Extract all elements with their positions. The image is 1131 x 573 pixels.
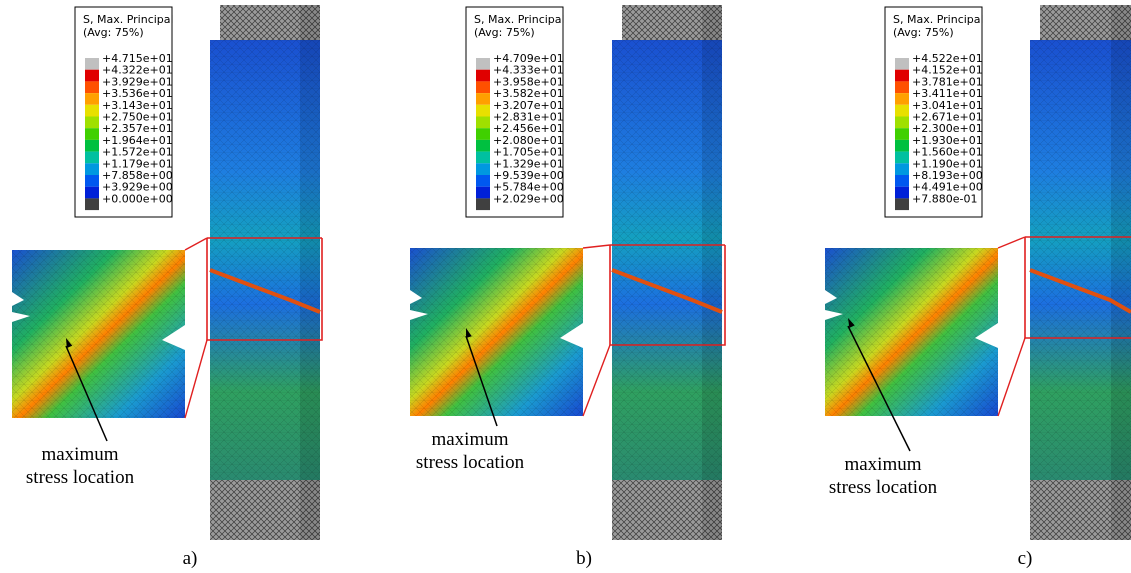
panel: S, Max. Principal(Avg: 75%)+4.522e+01+4.… <box>825 5 1131 569</box>
connector <box>583 245 610 248</box>
annotation: maximum <box>844 454 921 475</box>
legend-swatch <box>85 105 99 117</box>
legend-swatch <box>476 152 490 164</box>
legend-swatch <box>476 70 490 82</box>
legend-swatch <box>895 70 909 82</box>
connector <box>998 237 1025 248</box>
legend-swatch <box>85 70 99 82</box>
legend-swatch <box>895 140 909 152</box>
legend-swatch <box>85 58 99 70</box>
connector <box>185 238 207 250</box>
legend-swatch <box>85 175 99 187</box>
legend-swatch <box>476 198 490 210</box>
connector <box>185 340 207 418</box>
legend-swatch <box>476 81 490 93</box>
legend-swatch <box>476 93 490 105</box>
legend-swatch <box>85 117 99 129</box>
legend-title: (Avg: 75%) <box>893 26 954 39</box>
legend-swatch <box>85 187 99 199</box>
panel: S, Max. Principal(Avg: 75%)+4.715e+01+4.… <box>12 5 322 569</box>
legend-swatch <box>895 81 909 93</box>
annotation: maximum <box>431 429 508 450</box>
legend-swatch <box>476 163 490 175</box>
legend-label: +7.880e-01 <box>912 192 977 205</box>
legend-title: S, Max. Principal <box>893 13 984 26</box>
legend-swatch <box>895 198 909 210</box>
connector <box>998 338 1025 416</box>
legend-swatch <box>85 198 99 210</box>
legend-swatch <box>476 105 490 117</box>
panel-label: c) <box>1018 548 1033 569</box>
legend-swatch <box>476 175 490 187</box>
legend-label: +0.000e+00 <box>102 192 173 205</box>
column-side <box>300 5 320 540</box>
column-side <box>702 5 722 540</box>
annotation: stress location <box>829 477 938 498</box>
legend-swatch <box>85 81 99 93</box>
annotation: stress location <box>416 452 525 473</box>
annotation: maximum <box>41 444 118 465</box>
zoom-mesh <box>12 250 185 418</box>
legend-swatch <box>895 175 909 187</box>
legend-swatch <box>85 152 99 164</box>
legend-swatch <box>895 58 909 70</box>
legend-swatch <box>476 117 490 129</box>
legend-swatch <box>85 163 99 175</box>
legend-title: S, Max. Principal <box>83 13 174 26</box>
panel: S, Max. Principal(Avg: 75%)+4.709e+01+4.… <box>410 5 725 569</box>
legend-swatch <box>85 93 99 105</box>
panel-label: a) <box>183 548 198 569</box>
legend-swatch <box>476 128 490 140</box>
legend-swatch <box>895 152 909 164</box>
legend-swatch <box>895 117 909 129</box>
figure: S, Max. Principal(Avg: 75%)+4.715e+01+4.… <box>0 0 1131 573</box>
legend-title: (Avg: 75%) <box>83 26 144 39</box>
legend-swatch <box>895 93 909 105</box>
legend-swatch <box>895 105 909 117</box>
panel-label: b) <box>576 548 592 569</box>
zoom-mesh <box>410 248 583 416</box>
column-side <box>1111 5 1131 540</box>
legend-swatch <box>895 187 909 199</box>
legend-swatch <box>895 128 909 140</box>
legend-swatch <box>895 163 909 175</box>
legend-swatch <box>85 128 99 140</box>
legend-title: (Avg: 75%) <box>474 26 535 39</box>
legend-swatch <box>476 187 490 199</box>
legend-swatch <box>476 140 490 152</box>
annotation: stress location <box>26 467 135 488</box>
legend-swatch <box>85 140 99 152</box>
connector <box>583 345 610 416</box>
legend-title: S, Max. Principal <box>474 13 565 26</box>
legend-label: +2.029e+00 <box>493 192 564 205</box>
legend-swatch <box>476 58 490 70</box>
